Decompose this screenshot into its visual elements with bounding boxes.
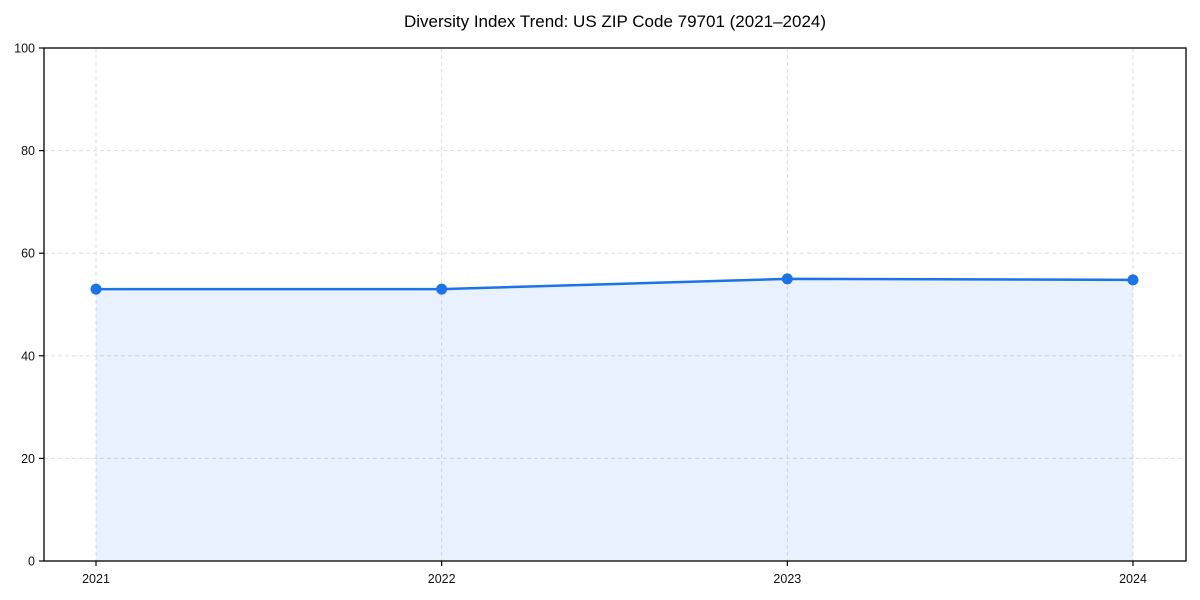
- plot-frame: [43, 47, 1187, 562]
- data-point: [436, 283, 448, 295]
- chart-title: Diversity Index Trend: US ZIP Code 79701…: [403, 12, 827, 31]
- y-tick-label: 80: [21, 144, 35, 158]
- y-tick-label: 0: [28, 555, 35, 569]
- x-tick-label: 2021: [82, 572, 110, 586]
- trend-line: [94, 277, 1135, 291]
- data-point: [90, 283, 102, 295]
- x-tick-label: 2022: [428, 572, 456, 586]
- y-tick-label: 20: [21, 452, 35, 466]
- y-tick-label: 100: [14, 42, 35, 56]
- area-fill: [96, 278, 1133, 561]
- x-tick-label: 2023: [773, 572, 801, 586]
- x-tick-label: 2024: [1119, 572, 1147, 586]
- y-tick-label: 40: [21, 349, 35, 363]
- data-point: [781, 273, 793, 285]
- data-point: [1127, 274, 1139, 286]
- y-tick-label: 60: [21, 247, 35, 261]
